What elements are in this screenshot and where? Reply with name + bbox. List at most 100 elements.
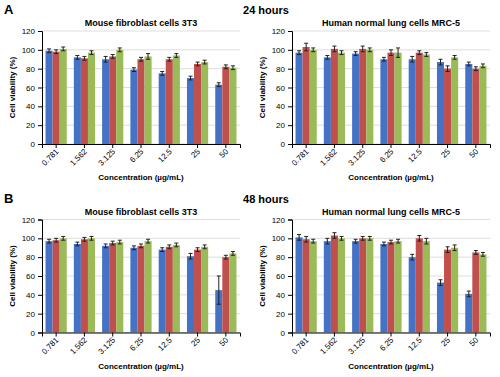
y-tick: 120	[272, 27, 292, 36]
bar	[116, 50, 123, 144]
x-tick-label: 1.562	[318, 147, 339, 168]
bar	[229, 68, 236, 144]
y-tick-label: 0	[31, 140, 36, 149]
error-bar	[340, 51, 344, 55]
tick-mark	[288, 276, 292, 277]
x-tick-label: 1.562	[318, 335, 339, 356]
x-axis-title: Concentration (µg/mL)	[348, 173, 434, 182]
bar	[303, 239, 310, 332]
bar	[465, 64, 472, 144]
y-tick-label: 20	[26, 121, 35, 130]
tick-mark	[38, 31, 42, 32]
tick-mark	[288, 238, 292, 239]
bar	[465, 294, 472, 333]
marks	[296, 43, 487, 144]
x-axis-title: Concentration (µg/mL)	[98, 173, 184, 182]
bar	[46, 241, 53, 332]
error-bar	[217, 83, 221, 87]
error-bar	[481, 252, 485, 256]
y-tick: 60	[276, 272, 292, 281]
error-bar	[160, 71, 164, 75]
bar	[444, 69, 451, 144]
time-label: 24 hours	[243, 4, 289, 16]
x-tick-label: 6.25	[128, 335, 146, 353]
error-bar	[132, 246, 136, 250]
x-tick-label: 50	[468, 335, 481, 348]
error-bars	[311, 48, 485, 68]
error-bar	[354, 239, 358, 243]
bar	[145, 241, 152, 332]
bar	[444, 250, 451, 333]
error-bar	[474, 251, 478, 255]
axis-line	[293, 145, 491, 149]
y-tick: 40	[276, 102, 292, 111]
axis-line	[38, 220, 43, 333]
tick-mark	[475, 144, 476, 148]
x-tick-label: 1.562	[68, 335, 89, 356]
bar	[331, 236, 338, 333]
x-axis: 0.7811.5623.1256.2512.52550	[40, 144, 240, 168]
bar	[60, 238, 67, 332]
bar	[437, 62, 444, 144]
x-tick-label: 50	[468, 147, 481, 160]
grid	[292, 220, 490, 333]
tick-mark	[56, 144, 57, 148]
error-bar	[439, 280, 443, 286]
bar	[303, 47, 310, 144]
error-bar	[304, 236, 308, 242]
y-tick: 0	[31, 140, 42, 149]
tick-mark	[38, 333, 42, 334]
y-tick-label: 40	[276, 102, 285, 111]
y-tick: 0	[281, 140, 292, 149]
error-bar	[389, 240, 393, 244]
bar	[53, 52, 60, 144]
tick-mark	[334, 144, 335, 148]
bar	[380, 244, 387, 333]
x-axis: 0.7811.5623.1256.2512.52550	[290, 333, 490, 357]
y-tick-label: 80	[26, 65, 35, 74]
x-tick: 25	[439, 333, 452, 349]
error-bar	[311, 239, 315, 243]
x-tick-label: 50	[218, 147, 231, 160]
error-bar	[474, 67, 478, 71]
y-tick-label: 100	[272, 234, 286, 243]
bar-series	[303, 47, 480, 144]
x-tick: 50	[218, 333, 231, 349]
y-tick: 100	[272, 46, 292, 55]
x-tick: 25	[189, 144, 202, 160]
bar	[324, 57, 331, 144]
error-bar	[132, 68, 136, 72]
x-tick-label: 50	[218, 335, 231, 348]
bar-series	[296, 53, 473, 144]
bar	[310, 241, 317, 332]
bar-series	[310, 50, 487, 144]
y-axis: 020406080100120	[22, 27, 43, 149]
y-tick-label: 120	[22, 27, 36, 36]
x-tick-label: 25	[439, 335, 452, 348]
x-tick-label: 12.5	[406, 147, 424, 165]
axis-line	[288, 220, 293, 333]
y-tick: 40	[276, 291, 292, 300]
error-bar	[139, 57, 143, 61]
bar-series	[53, 239, 230, 332]
error-bar	[446, 247, 450, 253]
y-axis-title: Cell viability (%)	[8, 56, 17, 118]
y-tick-label: 0	[31, 329, 36, 338]
x-tick: 12.5	[406, 333, 424, 353]
error-bar	[104, 56, 108, 62]
tick-mark	[475, 333, 476, 337]
y-tick: 120	[22, 27, 42, 36]
tick-mark	[197, 333, 198, 337]
bar	[380, 59, 387, 144]
y-tick: 80	[26, 65, 42, 74]
bar-series	[46, 241, 223, 332]
bar	[201, 62, 208, 144]
y-tick-label: 100	[22, 46, 36, 55]
chart-svg: 0.7811.5623.1256.2512.525500204060801001…	[0, 0, 500, 377]
bar	[102, 59, 109, 144]
bar	[194, 64, 201, 144]
error-bar	[396, 48, 400, 57]
y-axis: 020406080100120	[272, 216, 293, 338]
tick-mark	[197, 144, 198, 148]
x-tick-label: 25	[439, 147, 452, 160]
